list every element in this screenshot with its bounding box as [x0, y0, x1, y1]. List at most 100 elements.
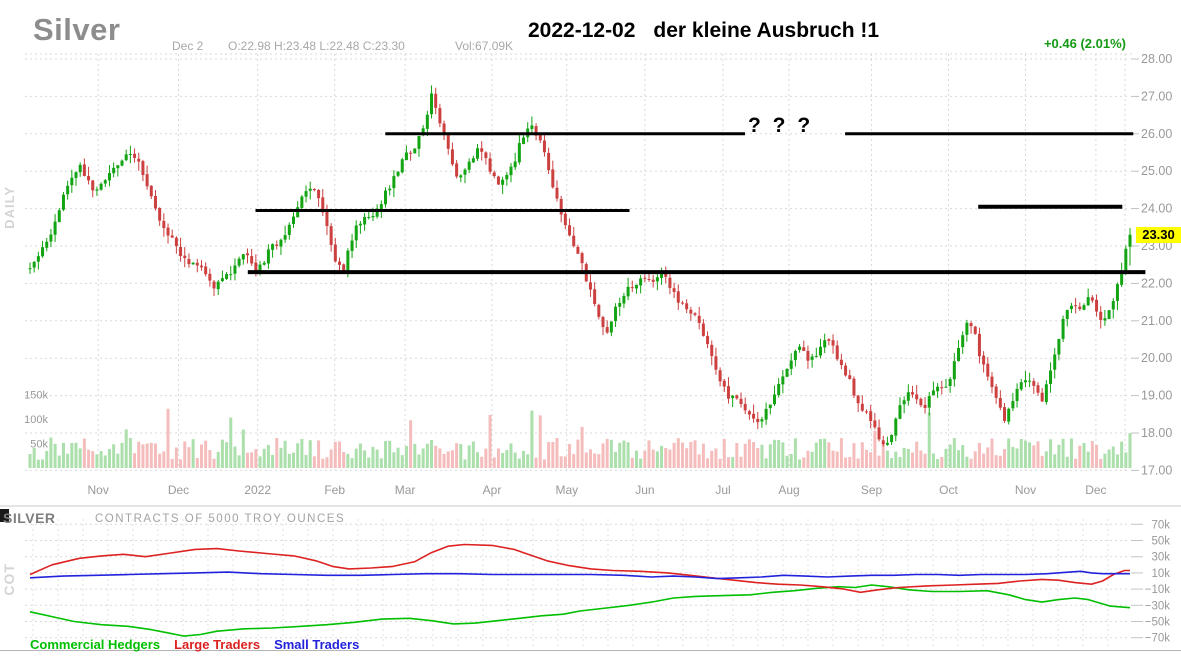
candle-body: [848, 375, 852, 379]
volume-bar: [1095, 444, 1099, 468]
volume-bar: [455, 443, 459, 468]
candle-body: [530, 125, 534, 130]
candle-body: [747, 411, 751, 415]
candle-body: [1103, 318, 1107, 321]
month-tick-label: 2022: [244, 483, 271, 497]
volume-bar: [961, 445, 965, 468]
candle-body: [141, 161, 145, 176]
candle-body: [902, 400, 906, 405]
volume-bar: [940, 457, 944, 468]
price-tick-label: 19.00: [1141, 389, 1172, 403]
price-tick-label: 22.00: [1141, 276, 1172, 290]
month-tick-label: Nov: [88, 483, 109, 497]
volume-bar: [279, 447, 283, 468]
volume-bar: [120, 442, 124, 468]
candle-body: [731, 395, 735, 399]
volume-bar: [296, 443, 300, 468]
cot-tick-label: −30k: [1145, 600, 1171, 612]
drawn-lines[interactable]: [247, 132, 1146, 275]
candle-body: [522, 137, 526, 144]
volume-bar: [1028, 442, 1032, 468]
candle-body: [885, 442, 889, 445]
candle-body: [78, 164, 82, 173]
volume-bar: [325, 457, 329, 468]
candle-body: [655, 277, 659, 282]
volume-bar: [844, 457, 848, 468]
price-change-badge: +0.46 (2.01%): [1043, 36, 1126, 51]
candle-body: [199, 265, 203, 268]
volume-bar: [1078, 445, 1082, 468]
candle-body: [735, 395, 739, 399]
candle-body: [1057, 338, 1061, 355]
candle-body: [342, 264, 346, 271]
candle-body: [793, 350, 797, 361]
candle-body: [839, 359, 843, 365]
candle-body: [618, 302, 622, 307]
candle-body: [103, 180, 107, 184]
volume-bar: [505, 450, 509, 468]
volume-bar: [53, 443, 57, 468]
volume-bar: [998, 455, 1002, 468]
question-marks-annotation[interactable]: ? ? ?: [748, 114, 814, 137]
candle-body: [220, 278, 224, 282]
candle-body: [593, 289, 597, 305]
volume-bar: [890, 458, 894, 468]
volume-bar: [664, 447, 668, 468]
volume-bar: [350, 458, 354, 468]
volume-bar: [517, 458, 521, 468]
candle-body: [421, 128, 425, 136]
candle-body: [718, 370, 722, 382]
volume-bar: [392, 452, 396, 468]
candle-body: [1011, 401, 1015, 409]
candle-body: [802, 347, 806, 351]
volume-series: [28, 408, 1132, 468]
candle-body: [1007, 408, 1011, 422]
volume-bar: [66, 453, 70, 468]
cot-line-large-traders[interactable]: [29, 543, 1130, 594]
volume-bar: [488, 414, 492, 468]
candle-body: [212, 281, 216, 289]
candle-body: [137, 158, 141, 162]
volume-bar: [417, 454, 421, 468]
candle-body: [145, 174, 149, 187]
volume-bar: [772, 439, 776, 468]
cot-line-small-traders[interactable]: [29, 570, 1130, 580]
volume-bar: [1090, 441, 1094, 468]
legend-small-traders[interactable]: Small Traders: [274, 637, 360, 652]
candle-body: [254, 262, 258, 272]
volume-bar: [434, 445, 438, 468]
legend-large-traders[interactable]: Large Traders: [174, 637, 261, 652]
candle-body: [283, 235, 287, 240]
cot-line-commercial-hedgers[interactable]: [29, 584, 1131, 637]
candle-body: [409, 152, 413, 154]
candle-body: [760, 419, 764, 422]
candle-body: [53, 221, 57, 235]
month-tick-label: Feb: [324, 483, 345, 497]
cot-series[interactable]: [29, 543, 1131, 637]
candle-body: [505, 174, 509, 180]
candle-body: [660, 271, 664, 278]
volume-bar: [944, 448, 948, 468]
price-tick-label: 24.00: [1141, 202, 1172, 216]
candle-body: [936, 386, 940, 392]
volume-bar: [1040, 455, 1044, 468]
volume-bar: [41, 459, 45, 468]
candle-body: [597, 304, 601, 317]
annotation-title[interactable]: 2022-12-02 der kleine Ausbruch !1: [528, 19, 879, 43]
candle-body: [534, 126, 538, 136]
candle-body: [580, 253, 584, 264]
volume-bar: [1023, 440, 1027, 468]
month-tick-label: Aug: [778, 483, 799, 497]
volume-bar: [948, 444, 952, 468]
panel-collapse-handle[interactable]: [0, 509, 9, 522]
cot-legend: Commercial Hedgers Large Traders Small T…: [30, 637, 359, 652]
candle-body: [651, 279, 655, 282]
volume-bar: [852, 443, 856, 468]
candlestick-series[interactable]: [28, 85, 1132, 447]
axis-labels: 28.0027.0026.0025.0024.0023.0022.0021.00…: [24, 52, 1172, 645]
legend-commercial-hedgers[interactable]: Commercial Hedgers: [30, 637, 161, 652]
candle-body: [626, 286, 630, 297]
candle-body: [672, 288, 676, 292]
candle-body: [241, 254, 245, 260]
